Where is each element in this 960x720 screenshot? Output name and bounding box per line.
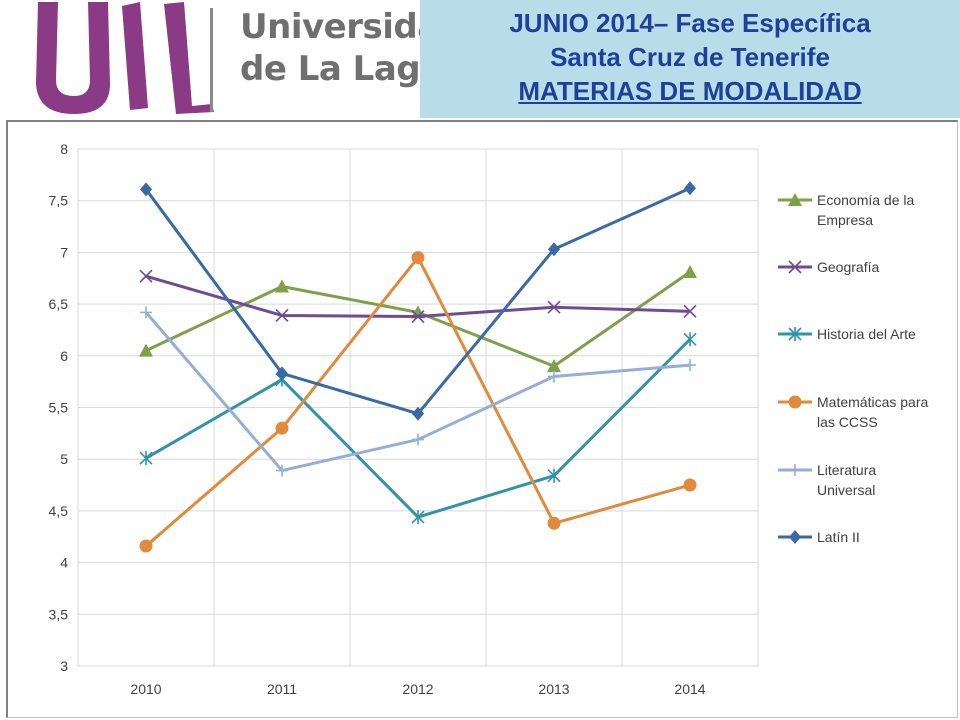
data-point [411, 309, 425, 324]
logo-letter-u [36, 2, 110, 114]
legend-label: Latín II [817, 529, 860, 545]
legend-marker [788, 193, 802, 206]
legend-label: Literatura [817, 462, 876, 478]
data-point [139, 539, 153, 553]
data-point [684, 359, 696, 372]
legend-label: Geografía [817, 259, 879, 275]
y-tick-label: 7 [60, 244, 68, 260]
x-tick-label: 2012 [402, 681, 433, 697]
legend-label: Empresa [817, 212, 873, 228]
x-tick-label: 2010 [130, 681, 161, 697]
y-tick-label: 7,5 [49, 193, 69, 209]
y-tick-label: 6,5 [49, 296, 69, 312]
y-tick-label: 4 [60, 555, 68, 571]
data-point [547, 468, 561, 483]
logo-area: Universidad de La Laguna [0, 0, 490, 118]
data-point [683, 304, 697, 318]
x-tick-label: 2011 [267, 681, 297, 697]
header-title-line2: Santa Cruz de Tenerife [550, 42, 830, 72]
data-point [139, 451, 153, 466]
data-point [276, 464, 288, 477]
legend-marker [788, 395, 802, 409]
x-tick-label: 2014 [674, 681, 705, 697]
data-point [275, 421, 289, 435]
legend-marker [789, 530, 801, 544]
legend-label: Historia del Arte [817, 326, 916, 342]
legend-label: Economía de la [817, 192, 914, 208]
data-point [684, 181, 696, 196]
data-point [140, 182, 152, 197]
series-line-5 [144, 186, 691, 416]
y-tick-label: 8 [60, 141, 68, 157]
legend-marker [789, 464, 801, 476]
data-point [139, 269, 153, 283]
logo-divider [210, 8, 213, 112]
y-tick-label: 5 [60, 451, 68, 467]
data-point [140, 306, 152, 319]
header-title-line1: JUNIO 2014– Fase Específica [509, 8, 871, 38]
data-point [547, 516, 561, 530]
data-point [275, 279, 289, 293]
data-point [276, 366, 288, 381]
legend-label: las CCSS [817, 414, 878, 430]
data-point [547, 300, 561, 314]
series-line-2 [145, 338, 692, 519]
chart-frame: 3 3,5 4 4,5 5 5,5 6 6,5 7 7,5 8 2010 2011 2012 2013 201… [6, 120, 958, 718]
series-line-4 [144, 311, 691, 473]
data-point [683, 478, 697, 492]
data-point [139, 343, 153, 357]
data-point [548, 370, 560, 383]
data-point [412, 406, 424, 421]
data-point [411, 251, 425, 265]
line-chart: 3 3,5 4 4,5 5 5,5 6 6,5 7 7,5 8 2010 2011 2012 2013 201… [49, 141, 929, 697]
legend-label: Universal [817, 482, 875, 498]
ull-logo-graphic [36, 2, 214, 114]
data-point [275, 308, 289, 323]
series-line-0 [145, 270, 691, 368]
data-point [683, 265, 697, 279]
y-tick-label: 3 [60, 658, 68, 674]
legend-marker [788, 260, 802, 274]
logo-letter-l1 [122, 2, 148, 110]
data-point [411, 510, 425, 525]
legend-label: Matemáticas para [817, 394, 928, 410]
y-tick-label: 5,5 [49, 400, 69, 416]
header-title-line3: MATERIAS DE MODALIDAD [518, 76, 862, 106]
y-tick-label: 4,5 [49, 503, 69, 519]
data-point [547, 359, 561, 373]
data-point [412, 433, 424, 446]
data-point [683, 332, 697, 347]
y-tick-label: 6 [60, 348, 68, 364]
legend-marker [788, 327, 802, 341]
y-tick-label: 3,5 [49, 606, 69, 622]
logo-letter-l2 [164, 2, 214, 114]
x-tick-label: 2013 [538, 681, 569, 697]
data-point [548, 242, 560, 257]
header-title-box: JUNIO 2014– Fase Específica Santa Cruz d… [420, 0, 960, 118]
